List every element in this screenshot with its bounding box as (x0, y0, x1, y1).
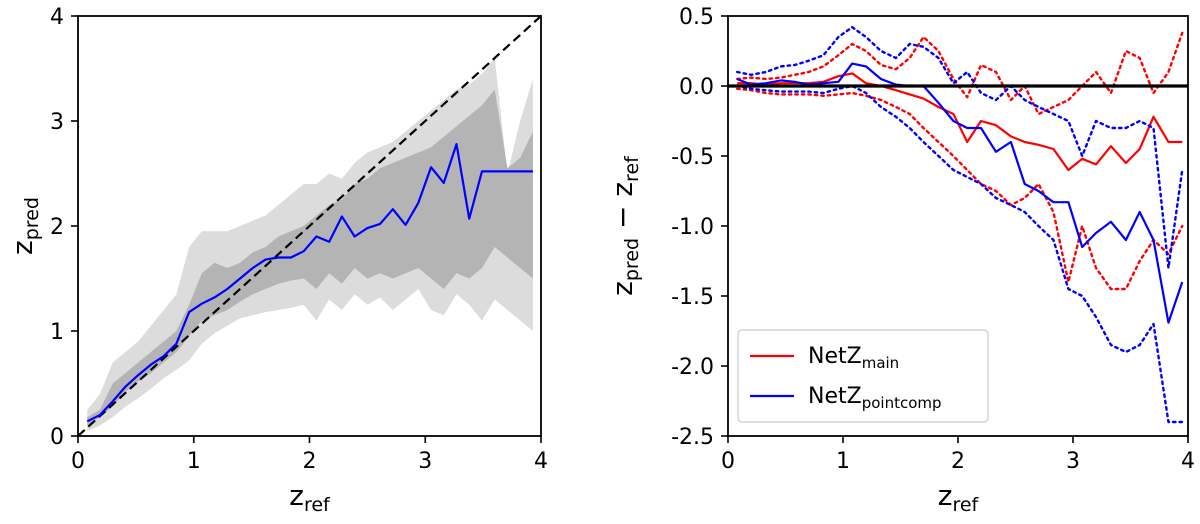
right-x-axis-label: zref (938, 479, 980, 516)
legend: NetZmain NetZpointcomp (737, 329, 989, 423)
netz-pointcomp-upper-line (736, 26, 1184, 270)
left-x-tick-label: 3 (418, 449, 432, 474)
median-series-line (86, 143, 533, 423)
left-panel: 0 1 2 3 4 0 1 2 3 4 zref zpred (6, 5, 548, 516)
left-y-axis-label: zpred (6, 197, 43, 255)
right-y-tick-label: -2.5 (671, 425, 714, 450)
right-x-tick-label: 1 (836, 449, 850, 474)
netz-main-upper-line (736, 31, 1184, 116)
left-y-tick-label: 0 (50, 425, 64, 450)
netz-main-line (737, 72, 1183, 172)
right-y-tick-label: -0.5 (671, 145, 714, 170)
right-y-tick-label: -1.5 (671, 285, 714, 310)
legend-label-netz-main: NetZmain (808, 344, 899, 372)
right-y-tick-label: 0.5 (679, 5, 714, 30)
right-y-tick-label: -1.0 (671, 215, 714, 240)
inner-band (87, 89, 533, 426)
left-y-tick-label: 2 (50, 215, 64, 240)
legend-box (737, 329, 989, 423)
netz-pointcomp-lower-line (736, 84, 1184, 424)
right-panel: 0 1 2 3 4 0.5 0.0 -0.5 -1.0 -1.5 -2.0 -2.5 zref zpr… (606, 5, 1195, 516)
legend-label-netz-pointcomp: NetZpointcomp (808, 384, 942, 412)
right-y-tick-label: -2.0 (671, 355, 714, 380)
left-y-tick-label: 3 (50, 110, 64, 135)
right-x-tick-label: 3 (1066, 449, 1080, 474)
right-x-tick-label: 2 (951, 449, 965, 474)
netz-main-lower-line (736, 87, 1184, 291)
left-x-tick-label: 0 (71, 449, 85, 474)
left-x-tick-label: 1 (187, 449, 201, 474)
left-y-tick-label: 1 (50, 320, 64, 345)
left-x-tick-label: 2 (303, 449, 317, 474)
right-x-tick-label: 4 (1181, 449, 1195, 474)
left-x-axis-label: zref (289, 479, 331, 516)
netz-pointcomp-line (736, 62, 1184, 324)
left-x-tick-label: 4 (534, 449, 548, 474)
right-y-axis-label: zpred − zref (606, 155, 643, 296)
right-y-tick-label: 0.0 (679, 75, 714, 100)
one-to-one-reference-line (77, 15, 542, 437)
left-y-tick-label: 4 (50, 5, 64, 30)
right-x-tick-label: 0 (721, 449, 735, 474)
